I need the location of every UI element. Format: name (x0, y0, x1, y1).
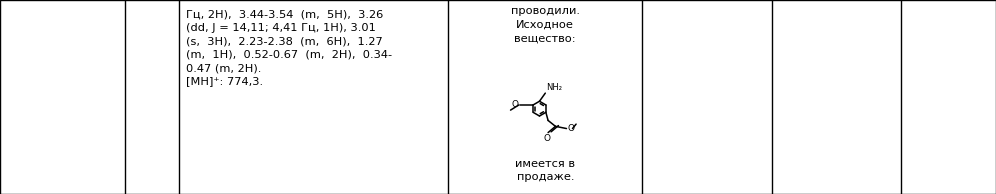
Text: O: O (568, 124, 575, 133)
Text: проводили.
Исходное
вещество:: проводили. Исходное вещество: (511, 6, 580, 43)
Text: NH₂: NH₂ (546, 83, 563, 92)
Text: O: O (512, 100, 519, 109)
Text: имеется в
продаже.: имеется в продаже. (515, 159, 576, 182)
Text: O: O (544, 133, 551, 143)
Text: Гц, 2Н),  3.44-3.54  (m,  5Н),  3.26
(dd, J = 14,11; 4,41 Гц, 1Н), 3.01
(s,  3H): Гц, 2Н), 3.44-3.54 (m, 5Н), 3.26 (dd, J … (186, 10, 392, 87)
